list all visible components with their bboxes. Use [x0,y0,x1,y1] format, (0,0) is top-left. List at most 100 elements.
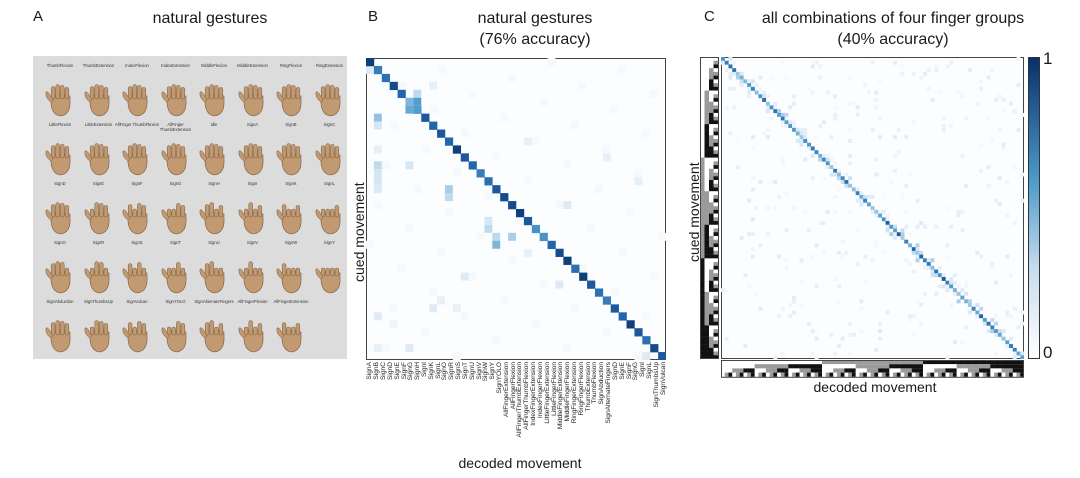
x-tick-label: AllFingerExtension [502,362,510,417]
column-glyph-cell [739,364,744,369]
matrix-c-cell [758,243,763,248]
row-glyph-cell [704,303,709,308]
matrix-c-cell [1001,98,1006,102]
row-glyph-cell [713,165,718,170]
column-glyph-cell [994,364,999,369]
matrix-c-cell [762,94,767,99]
hand-icon [315,143,340,176]
matrix-b-diagonal-cell [602,296,612,305]
matrix-c-cell [833,94,838,99]
matrix-c-cell [874,243,879,248]
matrix-c-cell [956,213,961,218]
column-glyph-cell [851,372,856,377]
matrix-c-cell [777,112,782,117]
gesture-label: Idle [210,122,218,127]
row-glyph-cell [704,71,709,76]
matrix-c-cell [859,306,864,311]
matrix-c-cell [784,120,789,125]
matrix-c-cell [1009,314,1013,319]
row-glyph-cell [709,194,714,199]
matrix-c-cell [754,206,759,211]
matrix-b-cell [618,65,627,74]
matrix-b-cell [397,264,406,273]
matrix-c-cell [878,135,883,140]
matrix-c-cell [724,336,729,341]
matrix-c-cell [747,79,752,84]
hand-icon [45,84,71,117]
column-glyph-cell [971,360,976,365]
column-glyph-cell [732,364,737,369]
gesture-cell: LittleFlexion [41,122,79,179]
column-glyph-cell [923,368,927,373]
matrix-c-cell [990,329,995,334]
matrix-b-cell [484,224,493,233]
matrix-c-cell [956,299,961,304]
matrix-c-cell [885,213,890,218]
matrix-c-cell [956,209,961,214]
row-glyph-cell [700,131,705,136]
gesture-cell: SignAlternateFingers [194,299,234,356]
column-glyph-cell [870,372,875,377]
matrix-b-cell [373,145,382,154]
matrix-c-cell [859,202,864,207]
matrix-c-cell [975,101,980,106]
matrix-b-cell [444,193,453,202]
matrix-c-cell [900,228,905,233]
column-glyph-cell [893,368,898,373]
row-glyph-cell [709,83,714,88]
gesture-cell: IndexFlexion [118,63,156,120]
column-glyph-cell [994,368,999,373]
matrix-c-cell [1020,321,1024,326]
matrix-c-cell [844,180,849,184]
matrix-b-cell [452,352,461,360]
column-glyph-cell [851,360,856,365]
matrix-c-cell [904,228,909,233]
row-glyph-cell [709,153,714,158]
matrix-c-cell [855,191,860,196]
hand-icon [84,143,109,176]
matrix-c-cell [833,116,838,121]
matrix-c-cell [784,265,789,270]
row-glyph-cell [713,276,718,281]
row-glyph-cell [709,191,714,196]
matrix-c-cell [747,198,752,203]
matrix-c-cell [1012,351,1017,356]
column-glyph-cell [810,360,815,365]
matrix-b-cell [468,89,477,98]
row-glyph-cell [700,68,705,73]
column-glyph-cell [836,364,841,369]
column-glyph-cell [975,372,980,377]
matrix-b-diagonal-cell [444,137,454,146]
matrix-b-cell [405,105,414,114]
matrix-b-cell [579,81,588,90]
column-glyph-cell [743,360,748,365]
matrix-c-cell [773,105,778,110]
matrix-c-cell [721,57,725,61]
row-glyph-cell [700,116,705,121]
matrix-b-cell [642,129,651,138]
matrix-c-cell [836,344,841,349]
row-glyph-cell [700,191,705,196]
matrix-c-cell [792,310,797,315]
column-glyph-cell [1012,368,1017,373]
matrix-c-cell [964,291,969,296]
matrix-c-cell [956,284,961,289]
row-glyph-cell [713,265,718,270]
row-glyph-cell [704,157,709,162]
matrix-c-cell [851,332,856,337]
hand-icon [161,262,186,294]
column-glyph-cell [952,360,957,365]
row-glyph-cell [709,288,714,293]
matrix-c-cell [810,351,815,356]
x-tick-label: SignI [420,362,428,378]
matrix-c-cell [765,101,770,106]
row-glyph-cell [709,224,714,229]
matrix-b-cell [366,240,374,249]
row-glyph-cell [700,325,705,330]
column-glyph-cell [833,364,838,369]
matrix-c-cell [874,98,879,102]
matrix-c-cell [945,243,950,248]
matrix-c-cell [878,321,883,326]
column-glyph-cell [952,368,957,373]
column-glyph-cell [919,360,924,365]
